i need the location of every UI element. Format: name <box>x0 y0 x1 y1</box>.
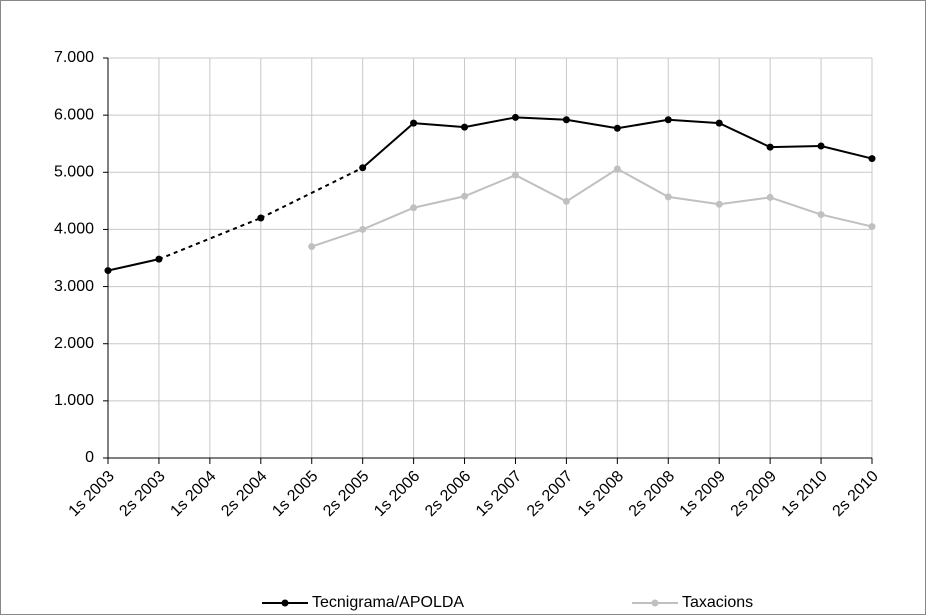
point <box>715 119 723 127</box>
point <box>664 193 672 201</box>
point <box>817 211 825 219</box>
point <box>868 223 876 231</box>
point <box>461 192 469 200</box>
point <box>868 155 876 163</box>
y-tick-label: 2.000 <box>54 335 94 352</box>
point <box>359 225 367 233</box>
legend-marker <box>281 599 289 607</box>
point <box>257 214 265 222</box>
point <box>766 143 774 151</box>
point <box>461 123 469 131</box>
y-tick-label: 3.000 <box>54 278 94 295</box>
point <box>613 124 621 132</box>
point <box>511 113 519 121</box>
gap-line <box>158 217 262 261</box>
point <box>359 164 367 172</box>
point <box>308 243 316 251</box>
y-tick-label: 5.000 <box>54 164 94 181</box>
point <box>817 142 825 150</box>
point <box>562 116 570 124</box>
y-tick-label: 0 <box>85 449 94 466</box>
point <box>104 267 112 275</box>
point <box>766 193 774 201</box>
point <box>410 119 418 127</box>
legend-label: Taxacions <box>682 594 753 611</box>
gap-line <box>260 166 364 219</box>
point <box>155 255 163 263</box>
point <box>511 171 519 179</box>
point <box>410 204 418 212</box>
series-line <box>107 258 160 272</box>
legend-marker <box>651 599 659 607</box>
point <box>562 197 570 205</box>
point <box>664 116 672 124</box>
series-line <box>311 167 873 248</box>
point <box>715 200 723 208</box>
point <box>613 165 621 173</box>
y-tick-label: 7.000 <box>54 49 94 66</box>
y-tick-label: 1.000 <box>54 392 94 409</box>
y-tick-label: 4.000 <box>54 221 94 238</box>
legend-label: Tecnigrama/APOLDA <box>312 594 464 611</box>
y-tick-label: 6.000 <box>54 106 94 123</box>
